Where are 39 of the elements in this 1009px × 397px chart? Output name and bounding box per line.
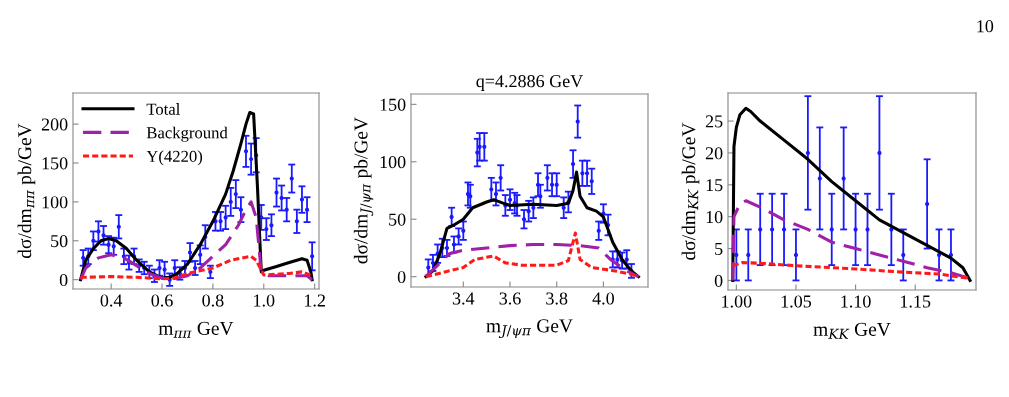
y-axis-title: dσ/dm$_{J/ψπ}$ pb/GeV: [353, 117, 374, 264]
y-tick-label: 50: [389, 213, 406, 226]
x-tick-label: 0.6: [151, 294, 173, 307]
x-tick-label: 3.4: [452, 292, 475, 305]
x-axis-title: m$_{ππ}$ GeV: [158, 321, 234, 338]
chart-title: q=4.2886 GeV: [476, 75, 584, 91]
legend-label: Background: [146, 126, 228, 142]
y-tick-label: 150: [42, 157, 68, 170]
x-tick-label: 1.0: [254, 294, 275, 307]
y-tick-label: 5: [715, 243, 723, 255]
y-axis-title: dσ/dm$_{KK}$ pb/GeV: [681, 122, 700, 260]
y-tick-label: 20: [705, 147, 723, 160]
x-tick-label: 0.8: [202, 294, 224, 307]
legend-label: Total: [146, 103, 181, 115]
y-tick-label: 0: [714, 274, 723, 287]
y-tick-label: 25: [705, 115, 723, 128]
x-tick-label: 3.6: [499, 292, 521, 305]
x-tick-label: 3.8: [546, 292, 568, 305]
x-tick-label: 1.00: [722, 295, 752, 308]
y-tick-label: 100: [380, 156, 406, 169]
x-axis-title: m$_{J/ψπ}$ GeV: [486, 319, 573, 339]
y-tick-label: 200: [41, 118, 68, 131]
y-tick-label: 50: [51, 235, 68, 248]
x-tick-label: 4.0: [592, 292, 614, 305]
x-tick-label: 1.2: [304, 294, 325, 307]
y-tick-label: 150: [380, 98, 406, 111]
x-tick-label: 0.4: [100, 294, 123, 307]
y-tick-label: 100: [42, 196, 68, 209]
y-tick-label: 0: [397, 270, 406, 284]
y-tick-label: 0: [59, 273, 68, 287]
y-axis-title: dσ/dm$_{ππ}$ pb/GeV: [17, 123, 36, 259]
x-tick-label: 1.15: [900, 295, 931, 308]
legend-label: Y(4220): [146, 150, 203, 166]
x-axis-title: m$_{KK}$ GeV: [813, 322, 891, 339]
x-tick-label: 1.10: [841, 295, 871, 308]
y-tick-label: 10: [706, 210, 723, 224]
y-tick-label: 15: [706, 179, 723, 192]
x-tick-label: 1.05: [781, 295, 812, 308]
text: 10: [977, 20, 994, 33]
